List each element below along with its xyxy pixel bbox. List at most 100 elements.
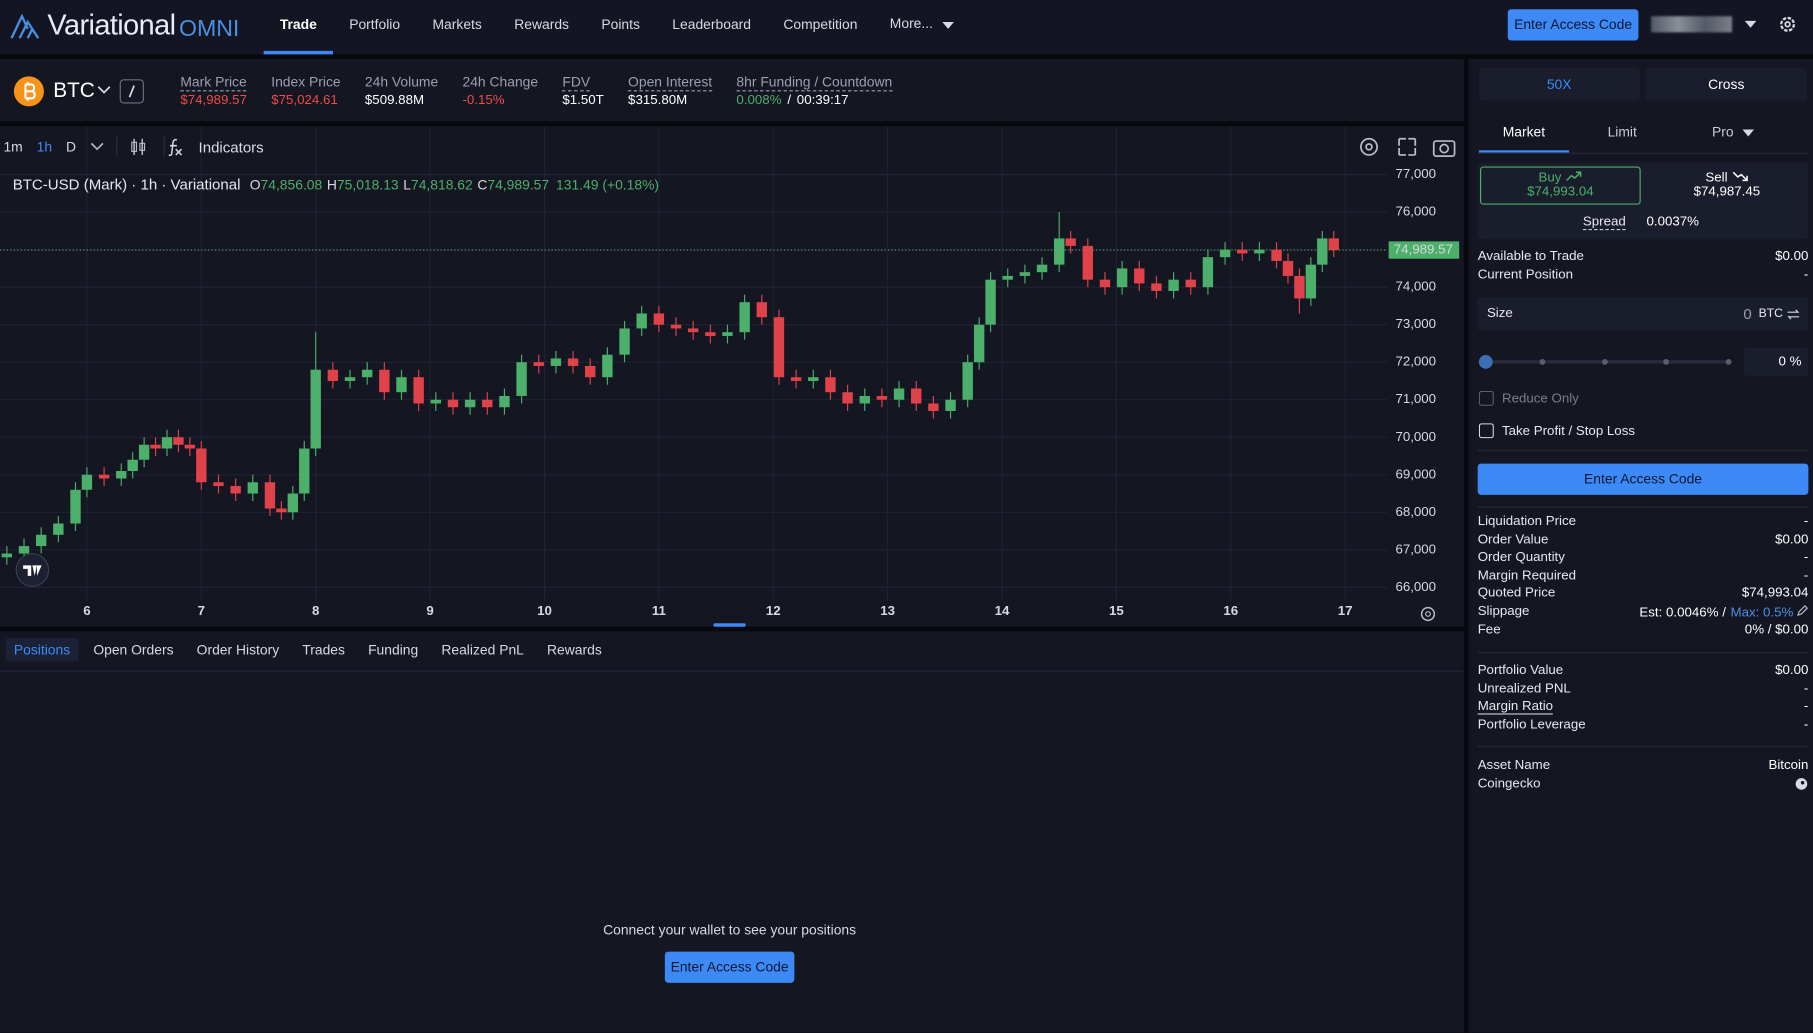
info-row: Order Quantity - <box>1478 551 1809 565</box>
stat-value: $1.50T <box>562 94 603 108</box>
interval-button[interactable]: 1m <box>3 138 23 155</box>
info-label: Fee <box>1477 622 1501 637</box>
toolbar-icons[interactable] <box>90 136 185 158</box>
info-label: Liquidation Price <box>1477 514 1577 529</box>
candle-body <box>327 369 339 381</box>
interval-caret[interactable] <box>90 142 104 151</box>
checkbox[interactable] <box>1478 423 1494 439</box>
candle-body <box>396 377 407 393</box>
nav-link[interactable]: Portfolio <box>349 16 401 33</box>
nav-link[interactable]: Leaderboard <box>672 16 752 33</box>
candle-body <box>1134 268 1145 284</box>
positions-tab[interactable]: Realized PnL <box>441 641 524 658</box>
nav-link[interactable]: More... <box>889 15 933 32</box>
positions-tab[interactable]: Open Orders <box>93 641 174 658</box>
info-value: $74,993.04 <box>1741 586 1809 601</box>
positions-tab[interactable]: Rewards <box>547 641 602 658</box>
candle-body <box>705 332 716 336</box>
checkbox-label: Reduce Only <box>1501 391 1579 406</box>
candle-body <box>1168 279 1179 291</box>
order-type-tab[interactable]: Limit <box>1607 123 1637 140</box>
edit-icon[interactable] <box>1797 605 1809 617</box>
order-type-tab[interactable]: Pro <box>1675 120 1791 152</box>
nav-link[interactable]: Competition <box>783 16 858 33</box>
nav-link[interactable]: Trade <box>263 0 334 55</box>
candle-body <box>973 324 985 363</box>
info-label: Coingecko <box>1477 777 1541 791</box>
margin-mode-button[interactable]: Cross <box>1645 68 1808 101</box>
sep <box>1477 506 1809 508</box>
tradingview-logo[interactable] <box>15 553 50 588</box>
slider-track[interactable] <box>1478 354 1735 370</box>
positions-tab[interactable]: Positions <box>5 638 79 662</box>
candle-body <box>636 313 647 329</box>
coingecko-icon[interactable] <box>1795 777 1809 791</box>
chart-type-icon[interactable] <box>115 136 150 158</box>
nav-link[interactable]: Markets <box>432 16 482 33</box>
checkbox-row[interactable]: Reduce Only <box>1478 390 1579 406</box>
logo[interactable]: Variational OMNI <box>9 9 239 43</box>
candle-body <box>962 362 973 400</box>
leverage-button[interactable]: 50X <box>1478 68 1640 101</box>
swap-icon[interactable] <box>1786 309 1800 321</box>
candle-body <box>1 553 13 558</box>
candle-body <box>276 508 287 513</box>
x-tick-label: 12 <box>766 603 781 618</box>
access-button[interactable]: Enter Access Code <box>1507 9 1639 41</box>
positions-tab[interactable]: Funding <box>368 641 419 658</box>
favorite-toggle[interactable] <box>119 79 144 104</box>
stat-value-text: $1.50T <box>562 93 604 108</box>
candle-body <box>70 489 81 524</box>
ohlc-change: 131.49 (+0.18%) <box>556 176 660 193</box>
candle-body <box>287 493 299 513</box>
info-value: Bitcoin <box>1768 758 1809 773</box>
ohlc-value: 75,018.13 <box>336 176 399 193</box>
chart-tool-icons[interactable] <box>1357 135 1456 158</box>
info-label: Slippage <box>1477 604 1530 619</box>
account-dropdown[interactable] <box>1744 19 1758 31</box>
candle-body <box>150 444 161 449</box>
nav-link[interactable]: Points <box>601 16 640 33</box>
buy-arrow <box>1566 171 1582 181</box>
buy-button[interactable]: Buy $74,993.04 <box>1480 166 1641 205</box>
indicators-icon[interactable] <box>162 136 185 158</box>
size-slider[interactable] <box>1478 354 1735 370</box>
order-type-tab[interactable]: Market <box>1478 120 1570 153</box>
slider-percent[interactable]: 0 % <box>1743 348 1809 376</box>
info-value: - <box>1803 550 1809 565</box>
last-price-label: 74,989.57 <box>1394 242 1453 257</box>
chart-settings[interactable] <box>1419 605 1438 624</box>
x-tick-label: 7 <box>198 603 205 618</box>
market-bar: BTC Mark Price $74,989.57 Index Price $75,0… <box>0 58 1464 122</box>
checkbox[interactable] <box>1478 390 1494 406</box>
interval-button[interactable]: D <box>65 138 76 155</box>
resize-handle[interactable] <box>713 623 746 627</box>
stat-value-text: $509.88M <box>364 93 425 108</box>
interval-button[interactable]: 1h <box>36 138 53 155</box>
access-button[interactable]: Enter Access Code <box>664 951 795 983</box>
candle-body <box>361 369 373 378</box>
sell-button[interactable]: Sell $74,987.45 <box>1647 167 1808 205</box>
info-label: Quoted Price <box>1477 586 1556 601</box>
market-stat: 24h Change -0.15% <box>462 74 538 108</box>
info-row: Portfolio Value $0.00 <box>1478 664 1809 678</box>
size-input[interactable]: Size 0 BTC <box>1477 297 1809 331</box>
x-tick-label: 15 <box>1109 603 1124 618</box>
positions-tab[interactable]: Order History <box>196 641 280 658</box>
divider <box>0 670 1464 672</box>
settings-icon[interactable] <box>1777 14 1798 35</box>
checkbox-row[interactable]: Take Profit / Stop Loss <box>1478 423 1635 439</box>
nav-link[interactable]: Rewards <box>514 16 569 33</box>
stat-value-text: $315.80M <box>628 93 688 108</box>
symbol-dropdown[interactable] <box>97 84 111 96</box>
candle-body <box>893 388 905 400</box>
market-stat: Index Price $75,024.61 <box>271 74 340 108</box>
market-symbol[interactable]: BTC <box>53 78 95 102</box>
indicators-button[interactable]: Indicators <box>198 138 264 156</box>
positions-tab[interactable]: Trades <box>302 641 345 658</box>
chart-title: BTC-USD (Mark) · 1h · Variational <box>12 175 241 194</box>
nav-more[interactable]: More... <box>874 0 973 54</box>
submit-button[interactable]: Enter Access Code <box>1477 463 1809 495</box>
info-label: Portfolio Leverage <box>1477 717 1586 732</box>
info-label: Current Position <box>1477 267 1574 282</box>
